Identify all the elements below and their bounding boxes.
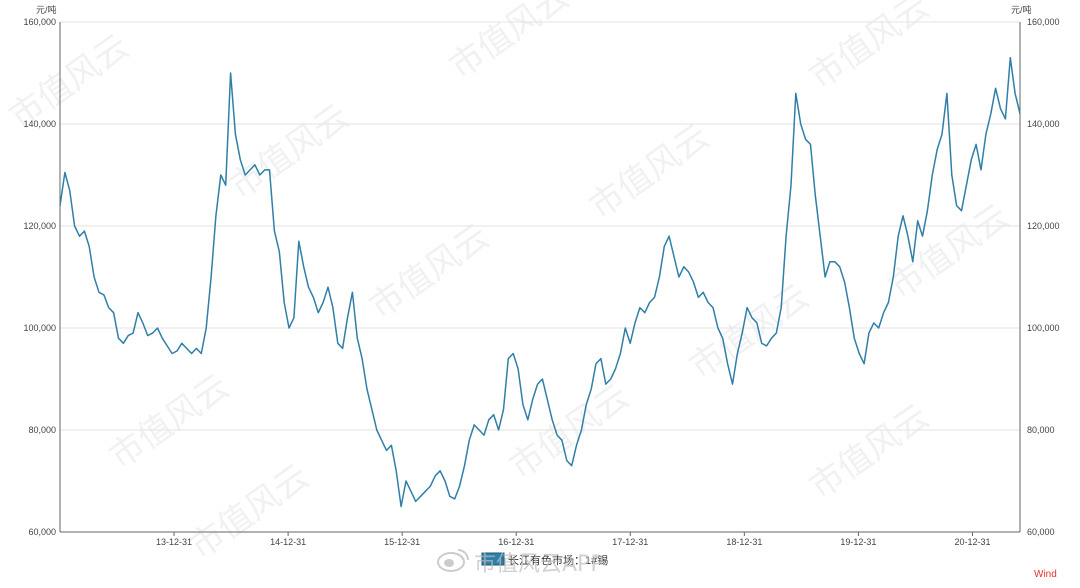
y-tick-label-right: 160,000 — [1027, 17, 1060, 27]
x-axis-ticks: 13-12-31 14-12-31 15-12-31 16-12-31 17-12-31… — [156, 532, 990, 547]
watermark-text: 市值风云 — [882, 197, 1016, 308]
watermark-text: 市值风云 — [222, 97, 356, 208]
x-tick-label: 16-12-31 — [498, 537, 534, 547]
x-tick-label: 15-12-31 — [384, 537, 420, 547]
x-tick-label: 20-12-31 — [954, 537, 990, 547]
watermark-text: 市值风云 — [102, 367, 236, 478]
watermark-text: 市值风云 — [502, 377, 636, 488]
watermark-text: 市值风云 — [802, 397, 936, 508]
right-axis-unit: 元/吨 — [1011, 4, 1032, 15]
y-tick-label-left: 60,000 — [28, 527, 56, 537]
left-axis-ticks: 60,000 80,000 100,000 120,000 140,000 160,000 — [23, 17, 56, 537]
x-tick-label: 18-12-31 — [726, 537, 762, 547]
source-label: Wind — [1034, 569, 1057, 580]
watermark-layer: 市值风云市值风云市值风云市值风云市值风云市值风云市值风云市值风云市值风云市值风云… — [2, 0, 1016, 567]
y-tick-label-right: 80,000 — [1027, 425, 1055, 435]
bottom-watermark: 市值风云APP — [437, 549, 604, 577]
y-tick-label-right: 100,000 — [1027, 323, 1060, 333]
y-tick-label-left: 100,000 — [23, 323, 56, 333]
y-tick-label-left: 140,000 — [23, 119, 56, 129]
y-tick-label-left: 120,000 — [23, 221, 56, 231]
watermark-text: 市值风云 — [362, 217, 496, 328]
x-tick-label: 13-12-31 — [156, 537, 192, 547]
y-tick-label-right: 120,000 — [1027, 221, 1060, 231]
y-tick-label-right: 60,000 — [1027, 527, 1055, 537]
watermark-text: 市值风云 — [2, 27, 136, 138]
x-tick-label: 14-12-31 — [270, 537, 306, 547]
legend-label: 长江有色市场：1#锡 — [508, 553, 608, 567]
legend: 长江有色市场：1#锡 — [481, 552, 608, 567]
y-tick-label-left: 80,000 — [28, 425, 56, 435]
watermark-text: 市值风云 — [182, 457, 316, 568]
right-axis-ticks: 60,000 80,000 100,000 120,000 140,000 160,000 — [1027, 17, 1060, 537]
watermark-text: 市值风云 — [442, 0, 576, 87]
left-axis-unit: 元/吨 — [36, 4, 57, 15]
legend-swatch — [481, 552, 505, 566]
y-tick-label-left: 160,000 — [23, 17, 56, 27]
bottom-watermark-text: 市值风云APP — [474, 552, 604, 577]
watermark-text: 市值风云 — [802, 0, 936, 97]
y-tick-label-right: 140,000 — [1027, 119, 1060, 129]
x-tick-label: 19-12-31 — [840, 537, 876, 547]
x-tick-label: 17-12-31 — [612, 537, 648, 547]
weibo-icon — [437, 549, 469, 572]
watermark-text: 市值风云 — [582, 117, 716, 228]
series-line-tin — [59, 56, 1021, 508]
